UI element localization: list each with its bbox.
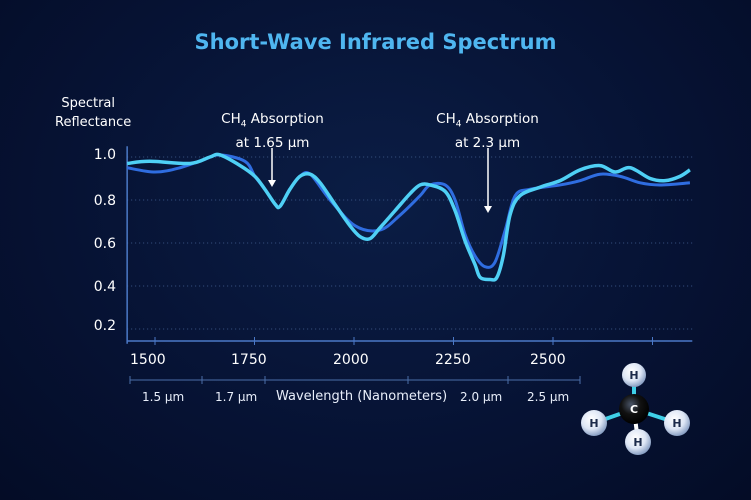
micron-label: 1.5 µm [142, 390, 185, 404]
annotation-arrowhead [484, 206, 492, 213]
micron-label: 2.0 µm [460, 390, 503, 404]
y-tick-label: 0.2 [93, 318, 116, 334]
hydrogen-atom [581, 410, 607, 436]
y-tick-label: 0.4 [93, 279, 116, 295]
series-line-dark [126, 153, 691, 269]
micron-label: 2.5 µm [527, 390, 570, 404]
y-tick-label: 0.8 [93, 193, 116, 209]
hydrogen-atom [622, 363, 646, 387]
chart-title: Short-Wave Infrared Spectrum [194, 30, 557, 54]
x-axis-label: Wavelength (Nanometers) [276, 389, 448, 404]
y-axis-label: Spectral Reflectance [55, 96, 132, 130]
annotation-ch4-2300: CH4 Absorption at 2.3 µm [436, 111, 539, 151]
svg-text:H: H [629, 369, 638, 382]
y-tick-label: 0.6 [93, 236, 116, 252]
x-tick-label: 2000 [333, 352, 369, 368]
hydrogen-atom [625, 429, 651, 455]
svg-text:H: H [633, 436, 642, 449]
x-tick-label: 1750 [231, 352, 267, 368]
carbon-atom [619, 394, 649, 424]
annotation-arrowhead [268, 180, 276, 187]
hydrogen-atom [664, 410, 690, 436]
x-tick-label: 1500 [130, 352, 166, 368]
svg-text:C: C [630, 403, 638, 416]
x-tick-label: 2250 [435, 352, 471, 368]
series-line-light [126, 152, 691, 282]
annotation-ch4-1650: CH4 Absorption at 1.65 µm [221, 111, 324, 151]
x-tick-label: 2500 [530, 352, 566, 368]
y-tick-label: 1.0 [93, 147, 116, 163]
svg-text:H: H [672, 417, 681, 430]
svg-text:H: H [589, 417, 598, 430]
micron-label: 1.7 µm [215, 390, 258, 404]
